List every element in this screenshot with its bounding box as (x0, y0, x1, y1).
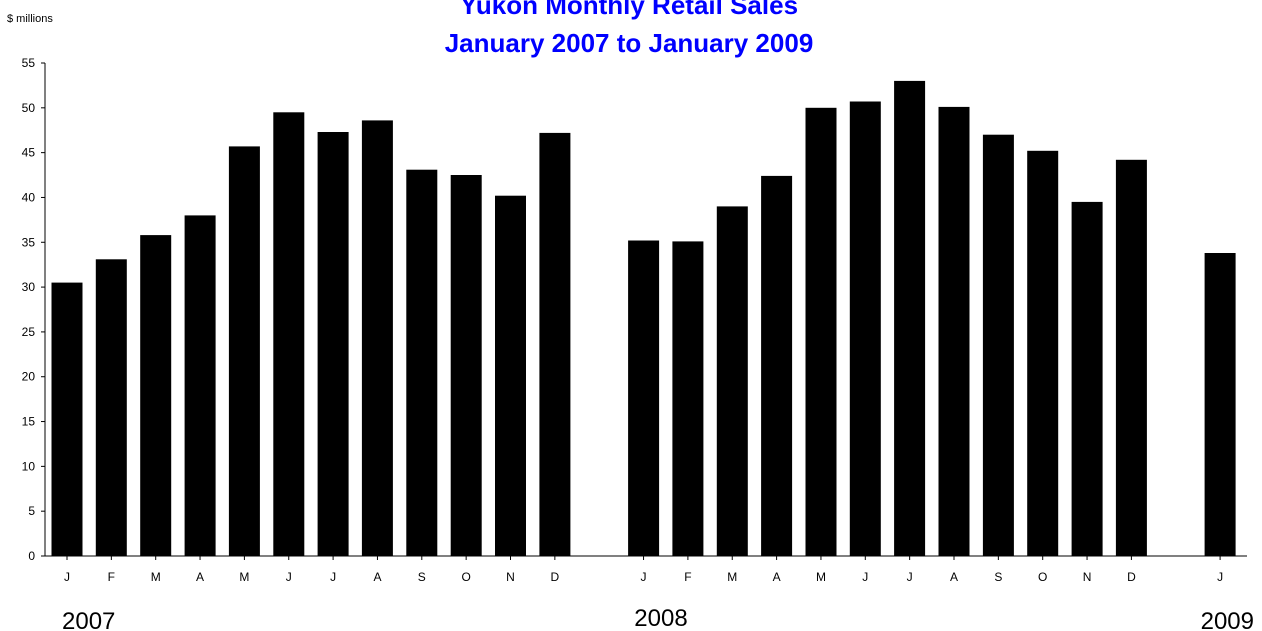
bar (361, 120, 393, 557)
x-tick-label: A (373, 570, 381, 584)
year-label: 2008 (634, 605, 687, 631)
x-tick-label: J (641, 570, 647, 584)
x-tick-label: N (1083, 570, 1092, 584)
bar (228, 146, 260, 556)
bar (184, 215, 216, 556)
y-tick-label: 45 (22, 146, 36, 160)
bar (539, 132, 571, 556)
x-tick-label: O (461, 570, 470, 584)
bar (1115, 159, 1147, 557)
x-tick-label: F (108, 570, 115, 584)
x-tick-label: M (816, 570, 826, 584)
bar (1071, 201, 1103, 556)
chart-subtitle: January 2007 to January 2009 (445, 28, 814, 58)
bar (1027, 150, 1059, 557)
bar (672, 241, 704, 556)
x-tick-label: S (418, 570, 426, 584)
x-tick-label: F (684, 570, 691, 584)
bar (140, 235, 172, 556)
bar (894, 80, 926, 557)
y-tick-label: 10 (22, 459, 36, 473)
y-tick-label: 5 (28, 504, 35, 518)
y-axis-unit-label: $ millions (7, 13, 53, 25)
bar (495, 195, 526, 556)
x-tick-label: D (551, 570, 560, 584)
bar (317, 132, 349, 556)
bar (938, 106, 970, 557)
chart-title: Yukon Monthly Retail Sales (460, 0, 798, 20)
bar (805, 107, 837, 557)
bar (982, 134, 1014, 556)
y-tick-label: 50 (22, 101, 36, 115)
y-tick-label: 30 (22, 280, 36, 294)
x-tick-label: J (64, 570, 70, 584)
bar (51, 282, 83, 556)
bar (628, 240, 660, 556)
y-tick-label: 25 (22, 325, 36, 339)
x-tick-label: A (773, 570, 781, 584)
bar (716, 206, 748, 556)
x-tick-label: D (1127, 570, 1136, 584)
bars (51, 80, 1236, 557)
x-tick-label: O (1038, 570, 1047, 584)
bar (761, 175, 793, 556)
year-labels: 2007 2008 2009 (62, 605, 1254, 631)
bar (450, 175, 482, 556)
y-tick-label: 40 (22, 190, 36, 204)
y-tick-label: 15 (22, 415, 36, 429)
x-tick-label: M (727, 570, 737, 584)
y-axis-ticks: 0 5 10 15 20 25 30 35 40 45 50 55 (22, 56, 45, 563)
x-tick-label: J (286, 570, 292, 584)
y-tick-label: 0 (28, 549, 35, 563)
y-tick-label: 20 (22, 370, 36, 384)
x-tick-label: J (1217, 570, 1223, 584)
y-tick-label: 55 (22, 56, 36, 70)
x-tick-label: S (994, 570, 1002, 584)
x-tick-label: M (239, 570, 249, 584)
year-label: 2009 (1201, 608, 1254, 631)
x-tick-label: N (506, 570, 515, 584)
bar (95, 259, 127, 556)
x-tick-label: J (907, 570, 913, 584)
x-tick-label: J (330, 570, 336, 584)
x-tick-label: A (196, 570, 204, 584)
bar (1204, 253, 1236, 556)
bar (273, 112, 305, 557)
year-label: 2007 (62, 608, 115, 631)
y-tick-label: 35 (22, 235, 36, 249)
bar (849, 101, 881, 556)
x-tick-label: A (950, 570, 958, 584)
x-tick-label: J (862, 570, 868, 584)
x-tick-label: M (151, 570, 161, 584)
bar (406, 169, 438, 556)
